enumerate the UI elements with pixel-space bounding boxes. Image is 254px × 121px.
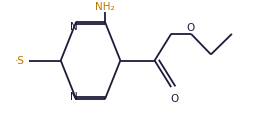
Text: N: N	[70, 92, 78, 102]
Text: O: O	[170, 94, 179, 104]
Text: ·S: ·S	[15, 56, 25, 65]
Text: NH₂: NH₂	[95, 2, 115, 12]
Text: O: O	[186, 23, 195, 33]
Text: N: N	[70, 22, 78, 32]
